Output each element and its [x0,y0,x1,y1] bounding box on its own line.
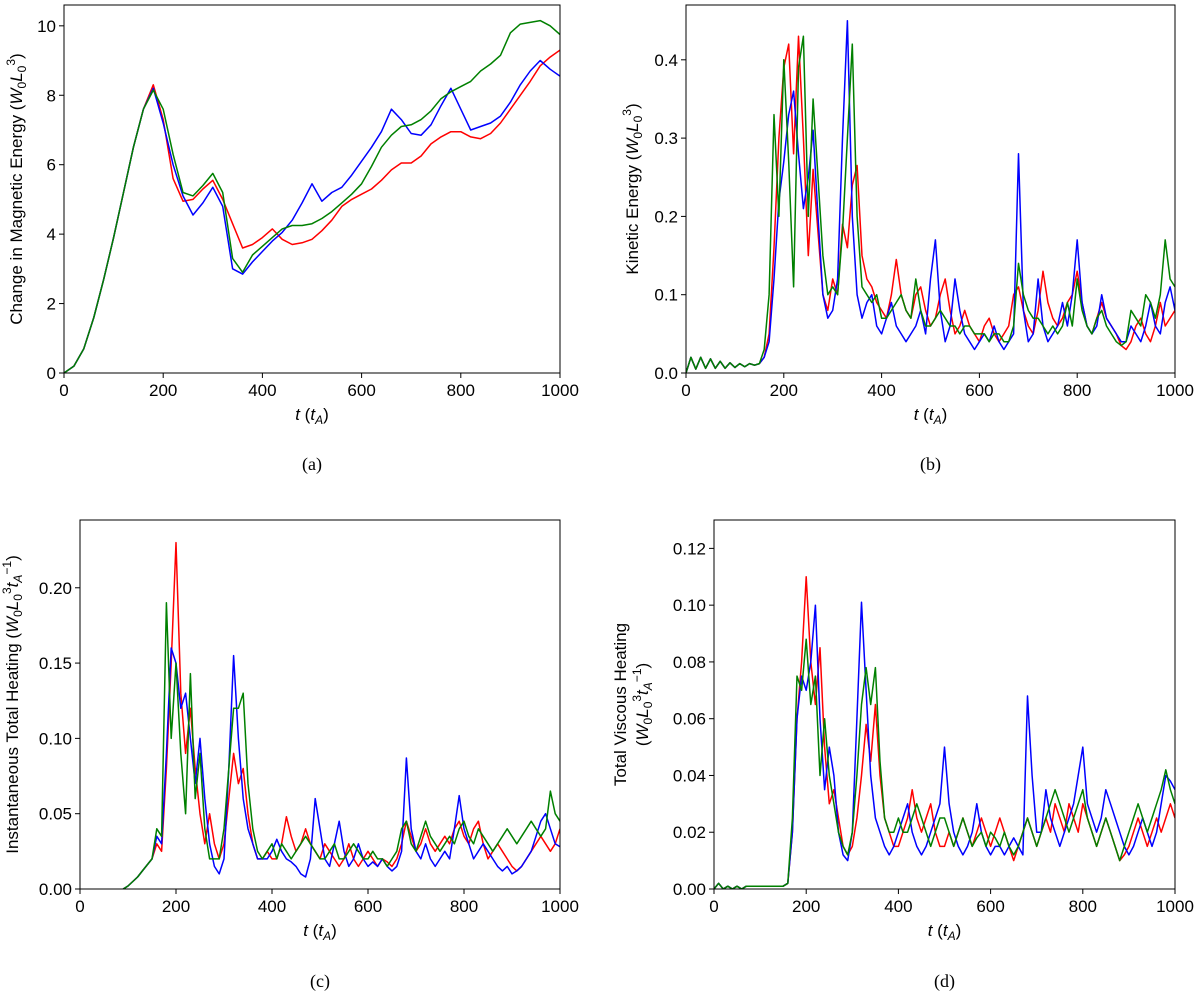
series-blue-line [686,19,1175,373]
x-tick-label: 1000 [1156,381,1194,400]
x-tick-label: 200 [792,897,820,916]
series-green-line [122,602,560,889]
y-tick-label: 4 [47,225,56,244]
x-tick-label: 400 [884,897,912,916]
y-tick-label: 0.2 [654,207,678,226]
subfigure-caption: (b) [920,454,941,475]
y-tick-label: 0.12 [673,539,706,558]
y-axis-label: Change in Magnetic Energy (W0L03) [4,53,29,324]
x-axis-label: t (tA) [914,405,948,427]
x-tick-label: 800 [1063,381,1091,400]
y-tick-label: 0.4 [654,51,678,70]
plot-frame [713,519,1176,890]
series-red-line [64,49,560,373]
y-axis-label: Instantaneous Total Heating (W0L03tA−1) [0,555,25,854]
chart-a: 0 200 400 600 800 1000 0 2 4 6 8 10 t (tA) Change in … [4,4,579,475]
x-tick-label: 1000 [541,381,579,400]
y-tick-label: 0.10 [673,596,706,615]
y-tick-label: 8 [47,86,56,105]
x-tick-label: 0 [59,381,68,400]
series-green-line [714,638,1175,889]
y-tick-label: 0.00 [673,880,706,899]
x-tick-label: 0 [709,897,718,916]
subfigure-caption: (a) [302,454,322,475]
x-tick-label: 400 [867,381,895,400]
plot-frame [79,519,561,890]
y-tick-label: 0.3 [654,129,678,148]
y-tick-label: 0.20 [39,579,72,598]
y-tick-label: 0.02 [673,823,706,842]
x-tick-label: 600 [354,897,382,916]
x-tick-label: 600 [965,381,993,400]
x-tick-label: 400 [248,381,276,400]
x-axis-label: t (tA) [303,921,337,943]
y-tick-label: 10 [37,17,56,36]
series-blue-line [122,647,560,889]
x-tick-label: 800 [1069,897,1097,916]
x-tick-label: 0 [681,381,690,400]
plot-frame [685,4,1176,374]
x-tick-label: 800 [450,897,478,916]
y-axis-label: (W0L03tA−1) [630,663,655,746]
series-red-line [714,576,1175,889]
series-green-line [686,35,1175,373]
y-tick-label: 0.08 [673,653,706,672]
y-tick-label: 0.04 [673,766,706,785]
subfigure-caption: (c) [310,971,330,992]
x-tick-label: 0 [75,897,84,916]
y-tick-label: 0.10 [39,729,72,748]
y-tick-label: 0 [47,364,56,383]
x-tick-label: 800 [447,381,475,400]
x-tick-label: 600 [347,381,375,400]
series-red-line [686,35,1175,373]
y-axis-label: Kinetic Energy (W0L03) [620,103,645,274]
x-tick-label: 1000 [541,897,579,916]
series-green-line [64,19,560,373]
y-tick-label: 0.00 [39,880,72,899]
series-blue-line [64,59,560,373]
x-axis-label: t (tA) [295,405,329,427]
chart-b: 0 200 400 600 800 1000 0.0 0.1 0.2 0.3 0.4 t (tA) Ki… [620,4,1194,475]
chart-d: 0 200 400 600 800 1000 0.00 0.02 0.04 0.06 0.08 0.1… [611,519,1194,992]
subfigure-caption: (d) [934,971,955,992]
y-tick-label: 0.0 [654,364,678,383]
y-tick-label: 0.06 [673,710,706,729]
y-tick-label: 0.1 [654,286,678,305]
y-tick-label: 0.15 [39,654,72,673]
x-tick-label: 200 [162,897,190,916]
y-tick-label: 2 [47,295,56,314]
y-axis-label: Total Viscous Heating [611,623,630,786]
x-tick-label: 200 [149,381,177,400]
x-tick-label: 1000 [1156,897,1194,916]
y-tick-label: 6 [47,156,56,175]
x-tick-label: 200 [770,381,798,400]
plot-frame [63,4,561,374]
x-axis-label: t (tA) [928,921,962,943]
chart-c: 0 200 400 600 800 1000 0.00 0.05 0.10 0.15 0.20 t (… [0,519,579,992]
y-tick-label: 0.05 [39,805,72,824]
x-tick-label: 600 [976,897,1004,916]
x-tick-label: 400 [258,897,286,916]
